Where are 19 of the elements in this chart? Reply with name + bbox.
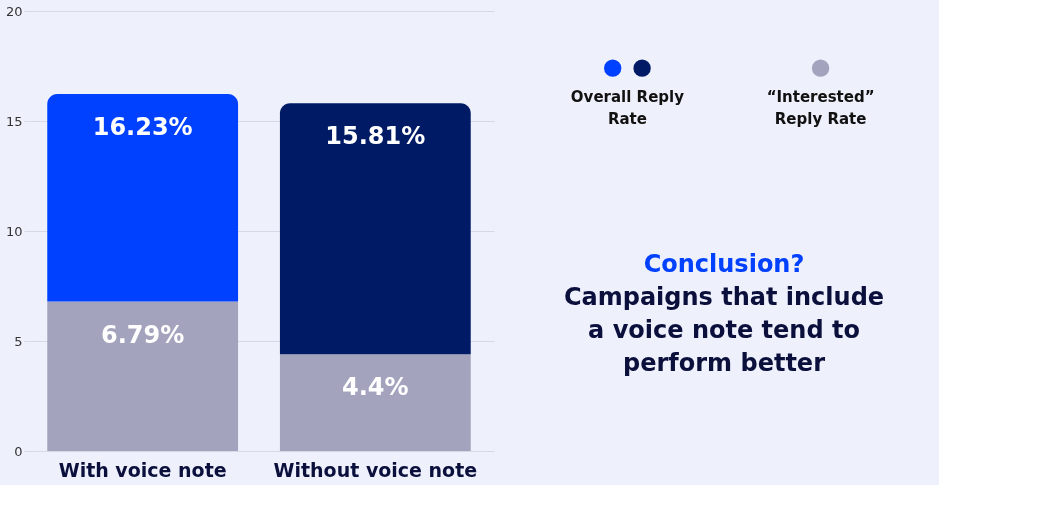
y-tick-label: 5 bbox=[14, 333, 23, 349]
legend-label: “Interested” Reply Rate bbox=[766, 88, 875, 129]
x-tick-label: Without voice note bbox=[273, 458, 478, 481]
y-tick-label: 0 bbox=[14, 443, 23, 459]
total-label: 15.81% bbox=[325, 122, 426, 151]
text: Campaigns that include a voice note tend to perform better bbox=[563, 283, 885, 377]
total-label: 16.23% bbox=[92, 112, 193, 141]
legend-label: Overall Reply Rate bbox=[570, 88, 685, 129]
text: Conclusion? bbox=[643, 250, 805, 278]
y-tick-label: 15 bbox=[5, 113, 23, 129]
bar bbox=[279, 103, 471, 355]
bar bbox=[279, 354, 471, 451]
x-tick-label: With voice note bbox=[58, 458, 227, 481]
bar bbox=[47, 93, 239, 302]
data-label: 4.4% bbox=[342, 373, 409, 402]
y-tick-label: 20 bbox=[5, 3, 23, 19]
bar bbox=[47, 301, 239, 451]
y-tick-label: 10 bbox=[5, 223, 23, 239]
data-label: 6.79% bbox=[101, 320, 185, 349]
